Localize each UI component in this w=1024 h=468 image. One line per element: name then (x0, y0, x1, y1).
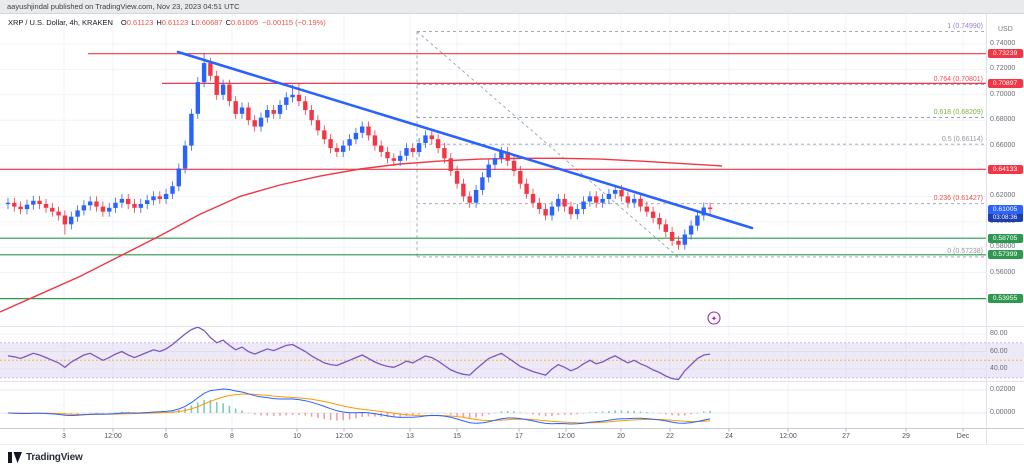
currency-label: USD (998, 26, 1013, 33)
attribution-bar: aayushjindal published on TradingView.co… (0, 0, 1024, 14)
ohlc-label: O (120, 18, 127, 27)
time-axis[interactable] (0, 429, 986, 444)
candlestick-series (5, 52, 713, 250)
svg-text:✦: ✦ (711, 314, 718, 323)
symbol-title: XRP / U.S. Dollar, 4h, KRAKEN (8, 18, 113, 27)
ohlc-label: C (225, 18, 232, 27)
tradingview-logo-icon[interactable] (8, 451, 22, 463)
ohlc-values: O0.61123 H0.61123 L0.60687 C0.61005 (118, 18, 258, 27)
ohlc-value: 0.61123 (126, 18, 154, 27)
price-axis[interactable] (986, 14, 1024, 428)
chart-legend[interactable]: XRP / U.S. Dollar, 4h, KRAKEN O0.61123 H0.… (8, 18, 326, 27)
indicator-logo-icon[interactable]: ✦ (707, 311, 721, 325)
ohlc-value: 0.61005 (231, 18, 259, 27)
tradingview-brand[interactable]: TradingView (26, 451, 83, 463)
attribution-text: aayushjindal published on TradingView.co… (7, 2, 240, 11)
rsi-line (7, 326, 711, 381)
macd-histogram (7, 400, 711, 421)
ma-line (0, 157, 723, 313)
fib-retracement[interactable] (416, 30, 984, 258)
footer-bar: TradingView (0, 446, 1024, 468)
ohlc-label: H (156, 18, 162, 27)
trend-line[interactable] (176, 50, 754, 230)
macd-lines (7, 388, 711, 425)
ohlc-value: 0.60687 (195, 18, 223, 27)
panel-separators (0, 14, 1024, 445)
ohlc-value: 0.61123 (161, 18, 189, 27)
support-resistance-lines[interactable] (0, 53, 986, 300)
change-value: −0.00115 (−0.19%) (262, 18, 326, 27)
ohlc-label: L (191, 18, 196, 27)
